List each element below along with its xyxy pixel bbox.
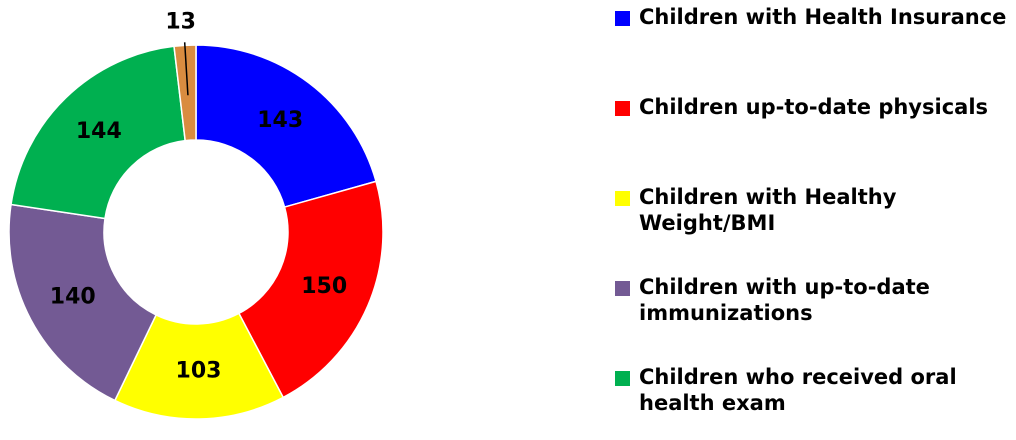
leader-line [183,42,189,96]
legend-swatch [615,101,630,116]
data-label: 150 [301,274,347,299]
data-label: 140 [50,284,96,309]
legend-swatch [615,11,630,26]
legend-label: Children with Health Insurance [639,5,1007,29]
data-label: 143 [257,108,303,133]
legend-swatch [615,191,630,206]
legend-label: Children up-to-date physicals [639,95,989,119]
legend-item: Children who received oral health exam [615,364,1010,440]
legend-label: Children with Healthy Weight/BMI [639,185,897,235]
data-label: 144 [76,119,122,144]
legend-item: Children with Healthy Weight/BMI [615,184,1010,274]
data-label: 103 [176,358,222,383]
legend-swatch [615,371,630,386]
donut-slice [8,203,158,402]
data-label: 13 [165,9,196,34]
legend-label: Children with up-to-date immunizations [639,275,930,325]
donut-slice [173,44,197,142]
donut-plot: 143 150 103 140 144 13 [8,9,384,420]
legend-item: Children up-to-date physicals [615,94,1010,184]
legend-swatch [615,281,630,296]
legend-label: Children who received oral health exam [639,365,957,415]
legend-item: Children with up-to-date immunizations [615,274,1010,364]
donut-slice [237,180,384,399]
donut-slice [10,45,187,220]
legend-item: Children with Health Insurance [615,4,1010,94]
donut-slice [195,44,377,209]
donut-slice [113,312,285,420]
legend: Children with Health Insurance Children u… [615,4,1010,440]
